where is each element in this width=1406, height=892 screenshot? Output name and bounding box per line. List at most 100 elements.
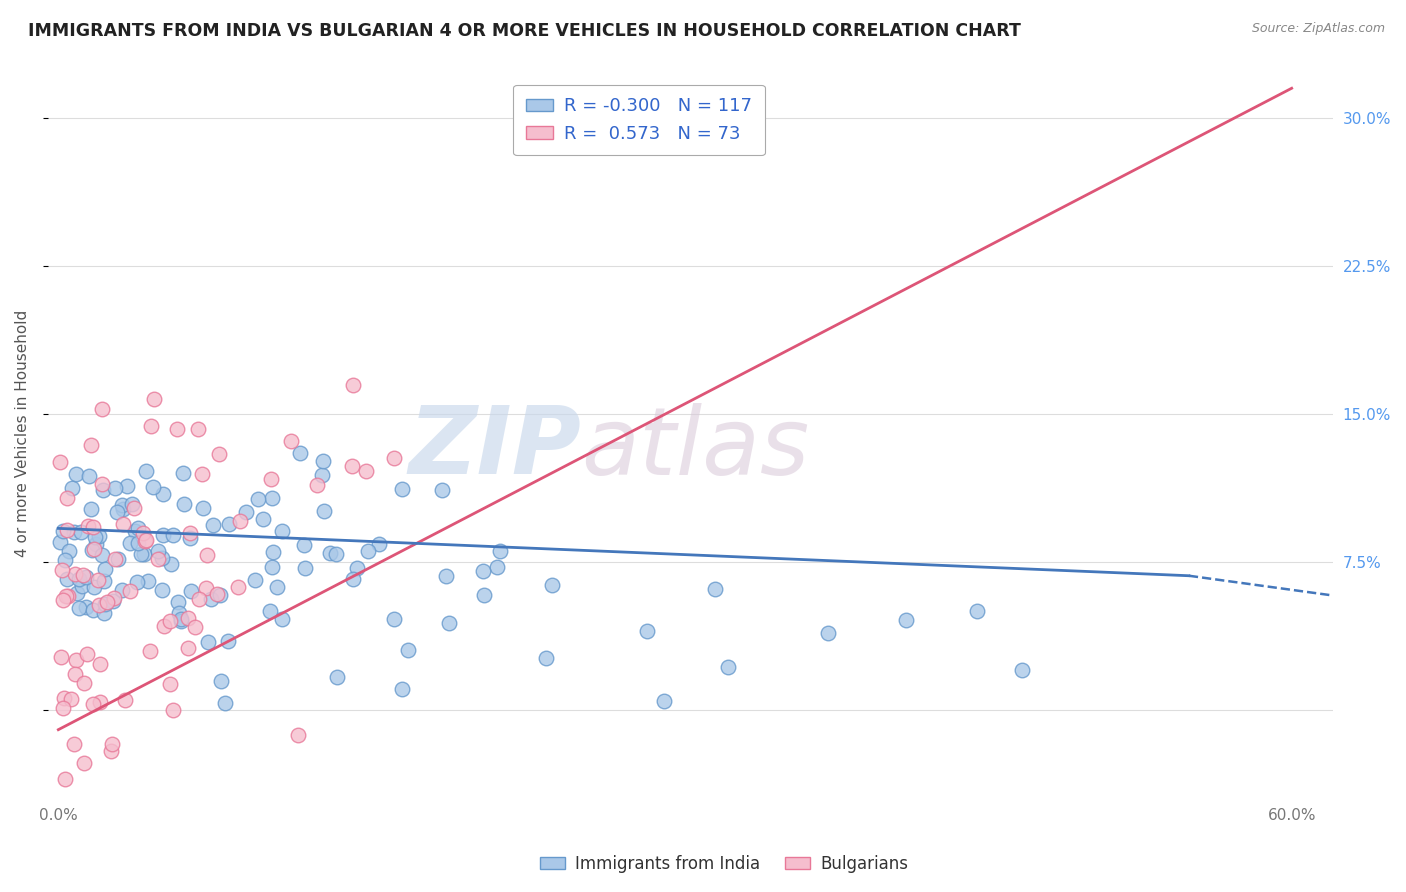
Point [486, 560, 509, 574]
Point [396, 643, 419, 657]
Point [218, 516, 240, 531]
Point [101, 737, 124, 751]
Point [112, 517, 135, 532]
Point [69, 524, 91, 539]
Point [342, 572, 364, 586]
Point [56, 491, 79, 505]
Point [173, 497, 195, 511]
Point [136, 574, 159, 588]
Point [187, 422, 209, 436]
Text: ZIP: ZIP [408, 402, 581, 494]
Point [114, 693, 136, 707]
Point [146, 551, 169, 566]
Point [179, 525, 201, 540]
Point [817, 626, 839, 640]
Point [135, 464, 157, 478]
Point [96, 595, 118, 609]
Point [652, 694, 675, 708]
Point [311, 468, 333, 483]
Point [150, 551, 173, 566]
Point [58, 544, 80, 558]
Point [177, 611, 200, 625]
Point [191, 500, 214, 515]
Point [55, 572, 77, 586]
Point [89, 528, 111, 542]
Point [139, 644, 162, 658]
Point [52, 593, 75, 607]
Point [177, 640, 200, 655]
Point [60, 481, 83, 495]
Point [100, 744, 122, 758]
Point [75, 570, 97, 584]
Point [191, 467, 214, 482]
Point [1011, 663, 1033, 677]
Point [53, 772, 76, 787]
Point [243, 574, 266, 588]
Point [357, 544, 380, 558]
Point [134, 533, 156, 548]
Point [159, 614, 181, 628]
Point [195, 548, 218, 562]
Point [202, 518, 225, 533]
Point [488, 544, 510, 558]
Text: IMMIGRANTS FROM INDIA VS BULGARIAN 4 OR MORE VEHICLES IN HOUSEHOLD CORRELATION C: IMMIGRANTS FROM INDIA VS BULGARIAN 4 OR … [28, 22, 1021, 40]
Point [111, 582, 134, 597]
Point [288, 446, 311, 460]
Point [90, 477, 112, 491]
Point [135, 533, 157, 547]
Point [292, 538, 315, 552]
Point [127, 521, 149, 535]
Point [167, 606, 190, 620]
Point [127, 536, 149, 550]
Point [80, 501, 103, 516]
Point [346, 561, 368, 575]
Point [120, 584, 142, 599]
Point [235, 505, 257, 519]
Point [391, 483, 413, 497]
Point [437, 616, 460, 631]
Point [208, 446, 231, 460]
Point [75, 600, 97, 615]
Point [262, 545, 284, 559]
Point [120, 535, 142, 549]
Point [266, 580, 288, 594]
Point [80, 543, 103, 558]
Point [49, 534, 72, 549]
Point [153, 618, 176, 632]
Point [82, 519, 104, 533]
Point [200, 592, 222, 607]
Point [90, 548, 112, 562]
Point [143, 392, 166, 406]
Point [93, 574, 115, 589]
Point [197, 635, 219, 649]
Point [73, 756, 96, 770]
Point [63, 525, 86, 540]
Point [94, 562, 117, 576]
Point [104, 482, 127, 496]
Point [472, 564, 495, 578]
Point [434, 569, 457, 583]
Point [966, 604, 988, 618]
Point [124, 500, 146, 515]
Point [111, 498, 134, 512]
Point [717, 660, 740, 674]
Point [260, 559, 283, 574]
Point [170, 615, 193, 629]
Point [209, 673, 232, 688]
Point [382, 611, 405, 625]
Point [187, 592, 209, 607]
Point [89, 657, 111, 672]
Point [325, 547, 347, 561]
Point [83, 542, 105, 557]
Point [260, 472, 283, 486]
Point [159, 677, 181, 691]
Point [52, 524, 75, 539]
Point [134, 547, 156, 561]
Point [72, 579, 94, 593]
Point [63, 737, 86, 751]
Point [105, 505, 128, 519]
Point [287, 728, 309, 742]
Point [124, 524, 146, 538]
Point [65, 586, 87, 600]
Point [183, 620, 205, 634]
